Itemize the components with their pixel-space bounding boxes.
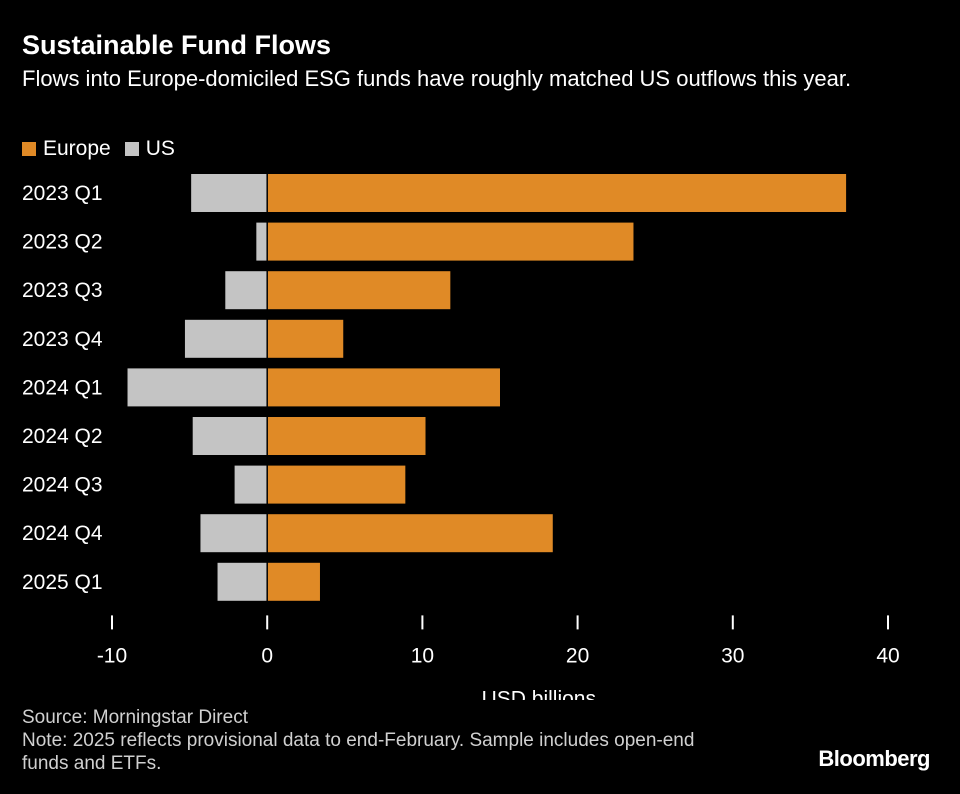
bar-europe-2024-q2 xyxy=(267,417,426,455)
chart-footer: Source: Morningstar Direct Note: 2025 re… xyxy=(22,706,722,775)
legend: Europe US xyxy=(22,137,189,161)
legend-item-europe: Europe xyxy=(22,137,111,161)
bloomberg-logo: Bloomberg xyxy=(818,746,930,771)
legend-swatch-us xyxy=(124,142,139,156)
bar-chart: 2023 Q1 2023 Q2 2023 Q3 2023 Q4 2024 Q1 2024 … xyxy=(22,174,900,700)
category-label-2024-q2: 2024 Q2 xyxy=(22,425,103,448)
category-label-2023-q3: 2023 Q3 xyxy=(22,279,103,302)
x-tick-label-30: 30 xyxy=(721,644,744,667)
legend-item-us: US xyxy=(124,137,175,161)
category-label-2024-q4: 2024 Q4 xyxy=(22,522,103,545)
chart-subtitle: Flows into Europe-domiciled ESG funds ha… xyxy=(22,66,852,91)
data-note: Note: 2025 reflects provisional data to … xyxy=(22,730,695,774)
category-label-2023-q1: 2023 Q1 xyxy=(22,182,103,205)
category-label-2025-q1: 2025 Q1 xyxy=(22,571,103,594)
bar-europe-2024-q3 xyxy=(267,465,406,504)
x-tick-label-40: 40 xyxy=(876,644,899,667)
bar-europe-2024-q1 xyxy=(267,368,500,407)
bar-us-2024-q4 xyxy=(200,514,268,553)
bar-europe-2023-q1 xyxy=(267,174,847,212)
x-tick-label-20: 20 xyxy=(566,644,589,667)
x-tick-label--10: -10 xyxy=(97,644,127,667)
legend-swatch-europe xyxy=(22,142,36,156)
chart-title: Sustainable Fund Flows xyxy=(22,30,332,60)
category-label-2023-q4: 2023 Q4 xyxy=(22,328,103,351)
bar-europe-2023-q3 xyxy=(267,271,451,310)
bar-us-2023-q1 xyxy=(191,174,268,212)
bar-us-2025-q1 xyxy=(217,562,268,601)
bar-europe-2023-q2 xyxy=(267,222,634,261)
bar-us-2024-q2 xyxy=(192,417,268,455)
bar-europe-2024-q4 xyxy=(267,514,553,553)
x-tick-label-0: 0 xyxy=(261,644,273,667)
bar-us-2023-q2 xyxy=(256,222,268,261)
bar-europe-2025-q1 xyxy=(267,562,320,601)
bar-us-2024-q3 xyxy=(234,465,268,504)
x-tick-label-10: 10 xyxy=(411,644,434,667)
category-label-2023-q2: 2023 Q2 xyxy=(22,231,103,254)
source-note: Source: Morningstar Direct xyxy=(22,707,248,728)
bar-us-2023-q3 xyxy=(225,271,268,310)
category-label-2024-q1: 2024 Q1 xyxy=(22,376,103,399)
bar-us-2023-q4 xyxy=(184,319,268,358)
x-axis-label: USD billions xyxy=(482,687,596,700)
category-label-2024-q3: 2024 Q3 xyxy=(22,474,103,497)
legend-label-europe: Europe xyxy=(43,137,111,160)
legend-label-us: US xyxy=(145,137,175,160)
bar-europe-2023-q4 xyxy=(267,319,344,358)
bar-us-2024-q1 xyxy=(127,368,268,407)
